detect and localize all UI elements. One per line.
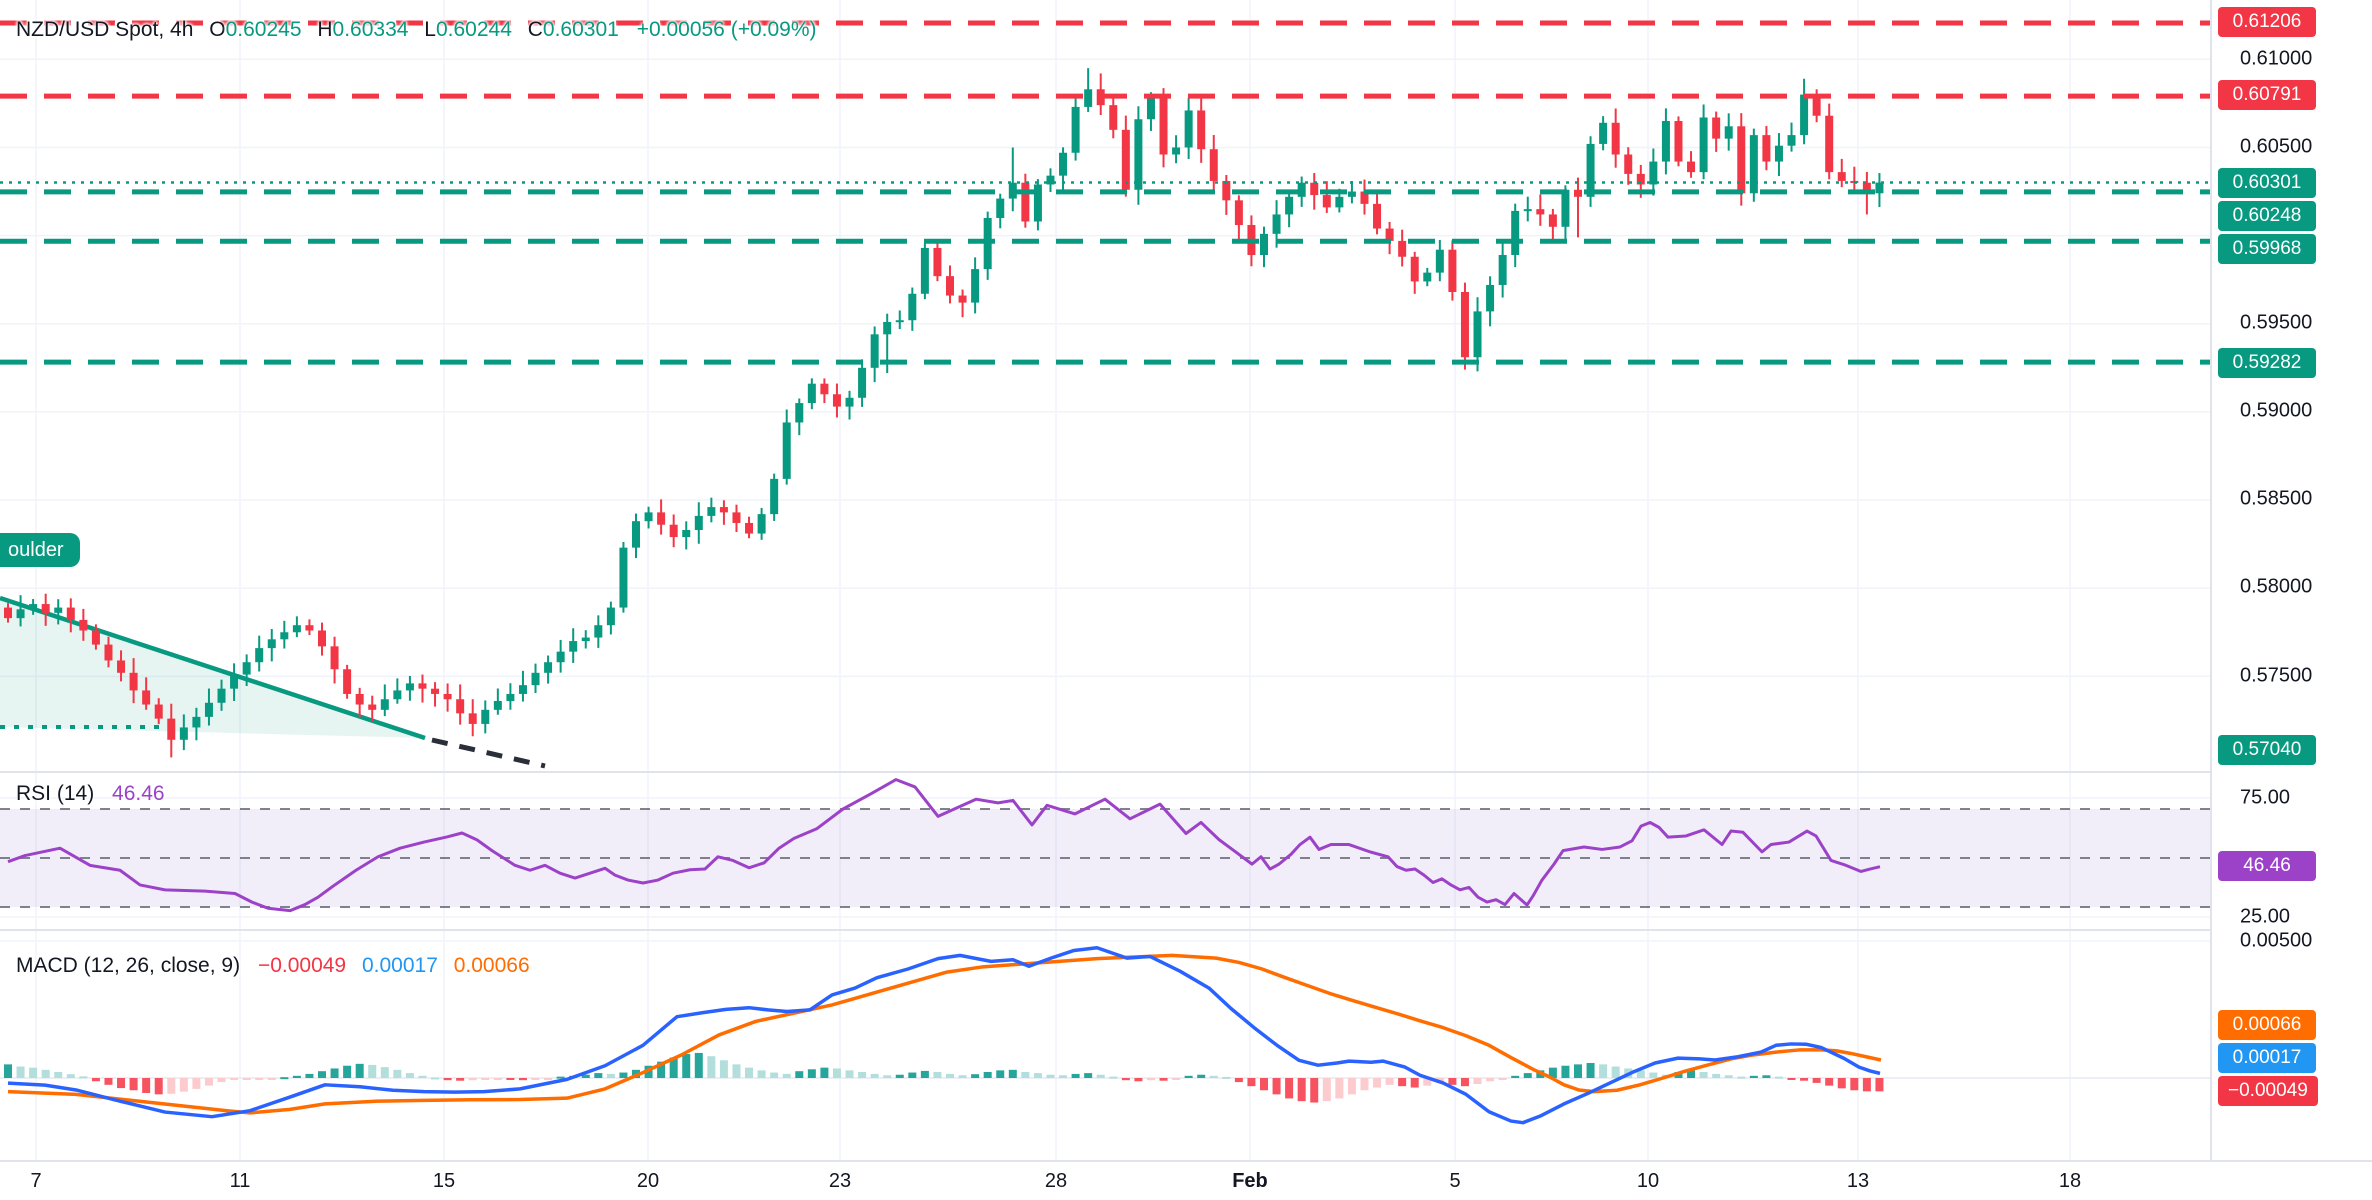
price-axis-label: 0.60500	[2240, 135, 2313, 158]
rsi-line	[7, 778, 1881, 913]
rsi-axis-label: 75.00	[2240, 786, 2291, 809]
ohlc-high-value: 0.60334	[332, 18, 409, 41]
time-axis-label: 20	[636, 1170, 660, 1192]
macd-value-badge: 0.00066	[2218, 1010, 2316, 1040]
price-level-badge: 0.60791	[2218, 80, 2316, 110]
ohlc-high-label: H	[317, 18, 333, 41]
price-axis-label: 0.57500	[2240, 664, 2313, 687]
time-axis-label: 5	[1449, 1170, 1461, 1192]
macd-histogram	[4, 1052, 1884, 1103]
time-axis-label: 10	[1636, 1170, 1660, 1192]
time-axis-label: 23	[828, 1170, 852, 1192]
time-axis-label: Feb	[1232, 1170, 1268, 1192]
macd-axis-label: 0.00500	[2240, 929, 2313, 952]
macd-signal-line	[7, 953, 1882, 1115]
price-axis-label: 0.58500	[2240, 487, 2313, 510]
time-axis-label: 13	[1846, 1170, 1870, 1192]
price-level-badge: 0.59968	[2218, 234, 2316, 264]
time-axis-label: 15	[432, 1170, 456, 1192]
price-level-badge: 0.60248	[2218, 201, 2316, 231]
macd-histogram-value: −0.00049	[257, 954, 347, 977]
macd-signal-value: 0.00066	[453, 954, 530, 977]
symbol-title: NZD/USD Spot, 4h	[16, 18, 194, 41]
price-level-badge: 0.57040	[2218, 735, 2316, 765]
candles	[4, 68, 1884, 758]
price-axis-label: 0.59000	[2240, 399, 2313, 422]
price-axis-label: 0.59500	[2240, 311, 2313, 334]
pattern-shoulder-label[interactable]: oulder	[0, 533, 80, 567]
macd-value-badge: −0.00049	[2218, 1076, 2318, 1106]
ohlc-open-value: 0.60245	[225, 18, 302, 41]
macd-line	[7, 945, 1881, 1125]
ohlc-open-label: O	[209, 18, 226, 41]
time-axis-label: 18	[2058, 1170, 2082, 1192]
price-change: +0.00056 (+0.09%)	[636, 18, 817, 41]
macd-value-badge: 0.00017	[2218, 1043, 2316, 1073]
price-axis[interactable]: 0.61000 0.60500 0.59500 0.59000 0.58500 0.580…	[2210, 0, 2372, 1160]
ohlc-low-value: 0.60244	[435, 18, 512, 41]
macd-legend[interactable]: MACD (12, 26, close, 9) −0.00049 0.00017…	[16, 954, 530, 978]
rsi-value-badge: 46.46	[2218, 851, 2316, 881]
rsi-legend[interactable]: RSI (14) 46.46	[16, 782, 165, 806]
time-axis-label: 28	[1044, 1170, 1068, 1192]
rsi-value: 46.46	[112, 782, 165, 805]
price-level-badge: 0.61206	[2218, 7, 2316, 37]
ohlc-low-label: L	[424, 18, 436, 41]
price-axis-label: 0.58000	[2240, 575, 2313, 598]
ohlc-close-value: 0.60301	[542, 18, 619, 41]
pattern-trendline-extension	[431, 737, 546, 769]
macd-indicator-title: MACD (12, 26, close, 9)	[16, 954, 241, 977]
price-level-badge: 0.59282	[2218, 348, 2316, 378]
time-axis-label: 11	[229, 1170, 251, 1192]
time-axis-label: 7	[30, 1170, 42, 1192]
macd-line-value: 0.00017	[361, 954, 438, 977]
symbol-legend[interactable]: NZD/USD Spot, 4h O0.60245 H0.60334 L0.60…	[16, 18, 817, 42]
ohlc-close-label: C	[527, 18, 543, 41]
price-level-badge: 0.60301	[2218, 168, 2316, 198]
time-axis[interactable]: 7 11 15 20 23 28 Feb 5 10 13 18	[0, 1160, 2372, 1200]
price-axis-label: 0.61000	[2240, 47, 2313, 70]
rsi-axis-label: 25.00	[2240, 905, 2291, 928]
rsi-indicator-title: RSI (14)	[16, 782, 95, 805]
